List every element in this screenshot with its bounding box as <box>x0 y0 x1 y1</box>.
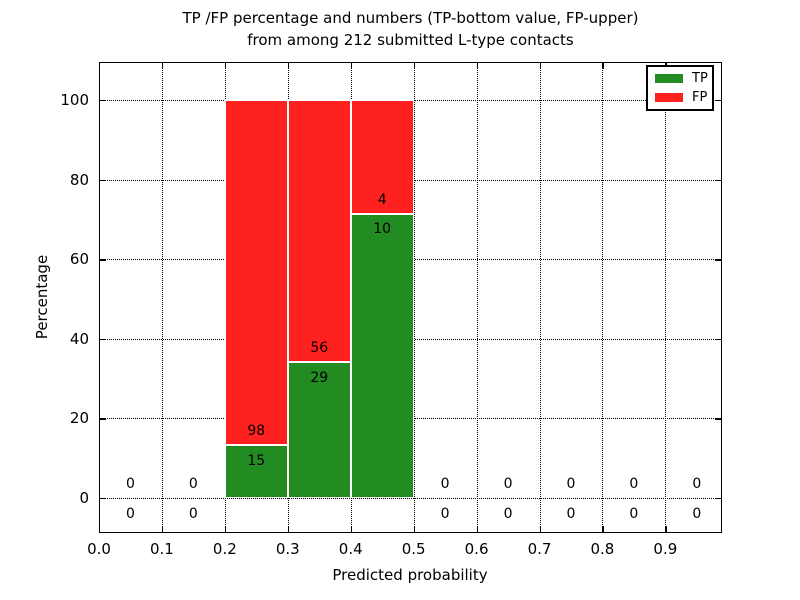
fp-color-swatch <box>655 92 683 102</box>
y-tick-right <box>715 100 722 102</box>
fp-count-label: 0 <box>125 475 135 492</box>
bar-segment-tp <box>350 213 414 498</box>
y-tick-right <box>715 497 722 500</box>
x-tick-bottom <box>161 526 164 533</box>
x-tick-top <box>224 62 227 69</box>
gridline-y-0 <box>99 497 722 499</box>
x-tick-label-0.0: 0.0 <box>87 540 111 558</box>
y-tick-right <box>715 338 722 341</box>
x-tick-bottom <box>602 526 604 533</box>
bar-segment-fp <box>350 100 414 214</box>
x-tick-label-0.1: 0.1 <box>149 540 174 558</box>
y-tick-left <box>99 418 106 420</box>
fp-count-label: 0 <box>188 475 198 492</box>
x-tick-bottom <box>287 526 290 533</box>
y-tick-left <box>99 179 106 182</box>
gridline-x-0.6 <box>476 62 478 533</box>
gridline-x-0.7 <box>539 62 541 533</box>
y-tick-left <box>99 497 106 500</box>
y-tick-left <box>99 338 106 341</box>
x-tick-label-0.7: 0.7 <box>527 540 552 558</box>
y-tick-right <box>715 418 722 420</box>
legend-label-fp: FP <box>692 89 708 105</box>
y-tick-label-0: 0 <box>79 488 89 507</box>
x-tick-top <box>287 62 290 69</box>
y-tick-label-100: 100 <box>60 91 89 110</box>
x-tick-top <box>350 62 352 69</box>
tp-count-label: 0 <box>629 505 639 522</box>
chart-title-line2: from among 212 submitted L-type contacts <box>247 31 574 49</box>
fp-count-label: 0 <box>503 475 513 492</box>
x-tick-top <box>476 62 478 69</box>
tp-count-label: 0 <box>503 505 513 522</box>
fp-count-label: 4 <box>377 191 387 208</box>
bar-segment-fp <box>287 100 351 363</box>
y-tick-right <box>715 259 722 261</box>
fp-count-label: 0 <box>440 475 450 492</box>
x-tick-bottom <box>476 526 478 533</box>
tp-count-label: 0 <box>566 505 576 522</box>
y-tick-right <box>715 179 722 182</box>
y-tick-label-60: 60 <box>69 250 89 269</box>
fp-count-label: 56 <box>310 339 329 356</box>
x-tick-label-0.4: 0.4 <box>338 540 363 558</box>
x-tick-top <box>539 62 541 69</box>
fp-count-label: 98 <box>247 422 266 439</box>
bar-segment-fp <box>224 100 288 446</box>
y-tick-left <box>99 100 106 102</box>
x-tick-bottom <box>350 526 352 533</box>
x-tick-label-0.3: 0.3 <box>275 540 300 558</box>
x-tick-top <box>602 62 604 69</box>
tp-count-label: 0 <box>692 505 702 522</box>
x-tick-label-0.5: 0.5 <box>401 540 426 558</box>
y-tick-label-80: 80 <box>69 170 89 189</box>
gridline-x-0.8 <box>602 62 604 533</box>
fp-count-label: 0 <box>566 475 576 492</box>
x-tick-bottom <box>99 526 101 533</box>
x-tick-bottom <box>413 526 415 533</box>
y-tick-left <box>99 259 106 261</box>
fp-count-label: 0 <box>692 475 702 492</box>
tp-count-label: 0 <box>125 505 135 522</box>
gridline-x-0.9 <box>665 62 667 533</box>
y-tick-label-40: 40 <box>69 329 89 348</box>
fp-count-label: 0 <box>629 475 639 492</box>
x-tick-label-0.8: 0.8 <box>590 540 615 558</box>
tp-count-label: 0 <box>440 505 450 522</box>
x-tick-bottom <box>665 526 667 533</box>
y-tick-label-20: 20 <box>69 409 89 428</box>
tp-count-label: 10 <box>373 221 392 238</box>
tp-color-swatch <box>655 74 683 84</box>
x-tick-top <box>161 62 164 69</box>
legend-label-tp: TP <box>692 71 708 87</box>
x-axis-label: Predicted probability <box>332 566 488 584</box>
tp-count-label: 29 <box>310 369 329 386</box>
x-tick-label-0.6: 0.6 <box>464 540 489 558</box>
tp-count-label: 15 <box>247 452 266 469</box>
x-tick-bottom <box>539 526 541 533</box>
chart-title-line1: TP /FP percentage and numbers (TP-bottom… <box>182 9 639 27</box>
legend: TP FP <box>646 65 714 111</box>
gridline-x-0.1 <box>161 62 163 533</box>
x-tick-label-0.9: 0.9 <box>653 540 678 558</box>
tp-count-label: 0 <box>188 505 198 522</box>
x-tick-bottom <box>224 526 227 533</box>
x-tick-top <box>99 62 101 69</box>
bar-segment-tp <box>287 362 351 498</box>
chart-title: TP /FP percentage and numbers (TP-bottom… <box>99 7 722 51</box>
x-tick-top <box>413 62 415 69</box>
bar-segment-tp <box>224 445 288 498</box>
legend-item-tp: TP <box>648 72 712 85</box>
legend-item-fp: FP <box>648 91 712 104</box>
x-tick-label-0.2: 0.2 <box>212 540 237 558</box>
gridline-x-0.5 <box>413 62 415 533</box>
